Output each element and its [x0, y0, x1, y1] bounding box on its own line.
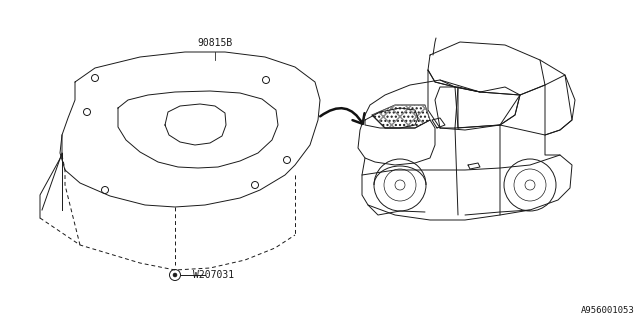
FancyArrowPatch shape: [320, 108, 365, 124]
Text: 90815B: 90815B: [197, 38, 232, 48]
Text: W207031: W207031: [193, 270, 234, 280]
Circle shape: [173, 273, 177, 277]
Text: A956001053: A956001053: [581, 306, 635, 315]
Polygon shape: [372, 105, 430, 128]
